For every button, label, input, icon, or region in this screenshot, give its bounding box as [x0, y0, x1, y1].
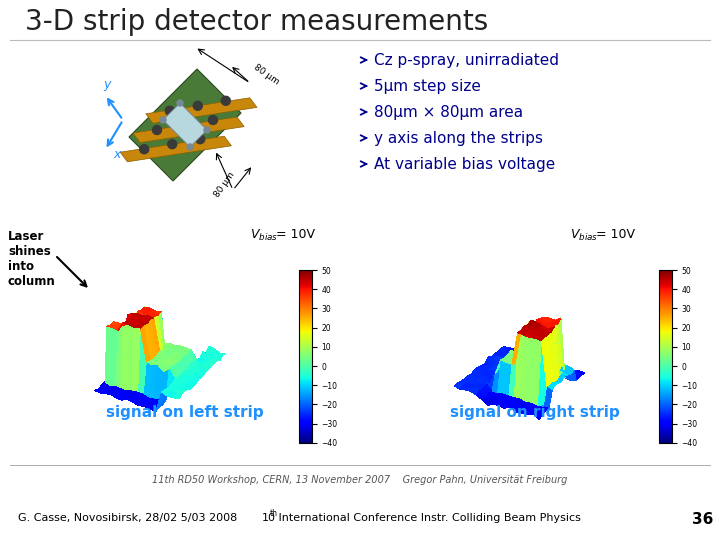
Text: 36: 36	[693, 512, 714, 528]
Text: Laser
shines
into
column: Laser shines into column	[8, 230, 55, 288]
Text: y axis along the strips: y axis along the strips	[374, 131, 543, 145]
Text: At variable bias voltage: At variable bias voltage	[374, 157, 555, 172]
Text: International Conference Instr. Colliding Beam Physics: International Conference Instr. Collidin…	[275, 513, 581, 523]
Text: Cz p-spray, unirradiated: Cz p-spray, unirradiated	[374, 52, 559, 68]
Circle shape	[187, 144, 193, 150]
Circle shape	[193, 102, 202, 110]
Text: 5μm step size: 5μm step size	[374, 78, 481, 93]
Text: 80μm × 80μm area: 80μm × 80μm area	[374, 105, 523, 119]
Circle shape	[160, 117, 166, 123]
Text: $\mathit{V}_{bias}$: $\mathit{V}_{bias}$	[250, 227, 278, 242]
Circle shape	[177, 100, 183, 106]
Text: G. Casse, Novosibirsk, 28/02 5/03 2008: G. Casse, Novosibirsk, 28/02 5/03 2008	[18, 513, 238, 523]
Text: 80 μm: 80 μm	[213, 170, 237, 199]
Text: 10: 10	[262, 513, 276, 523]
Circle shape	[196, 134, 204, 144]
Circle shape	[209, 116, 217, 125]
Polygon shape	[163, 103, 207, 147]
Circle shape	[181, 120, 189, 130]
Text: = 10V: = 10V	[272, 228, 315, 241]
Text: = 10V: = 10V	[592, 228, 635, 241]
Circle shape	[204, 127, 210, 133]
Circle shape	[168, 140, 176, 149]
Polygon shape	[133, 117, 244, 143]
Polygon shape	[145, 98, 257, 124]
Text: y: y	[103, 78, 110, 91]
Circle shape	[153, 125, 161, 134]
Text: signal on left strip: signal on left strip	[106, 404, 264, 420]
Circle shape	[166, 106, 174, 116]
Text: 3-D strip detector measurements: 3-D strip detector measurements	[25, 8, 488, 36]
Text: x: x	[113, 148, 120, 161]
Circle shape	[221, 96, 230, 105]
Text: signal on right strip: signal on right strip	[450, 404, 620, 420]
Polygon shape	[129, 69, 241, 181]
Text: th: th	[270, 510, 278, 518]
Text: $\mathit{V}_{bias}$: $\mathit{V}_{bias}$	[570, 227, 598, 242]
Circle shape	[140, 145, 149, 154]
Text: 11th RD50 Workshop, CERN, 13 November 2007    Gregor Pahn, Universität Freiburg: 11th RD50 Workshop, CERN, 13 November 20…	[153, 475, 567, 485]
Polygon shape	[120, 136, 231, 162]
Text: 80 μm: 80 μm	[252, 63, 281, 87]
